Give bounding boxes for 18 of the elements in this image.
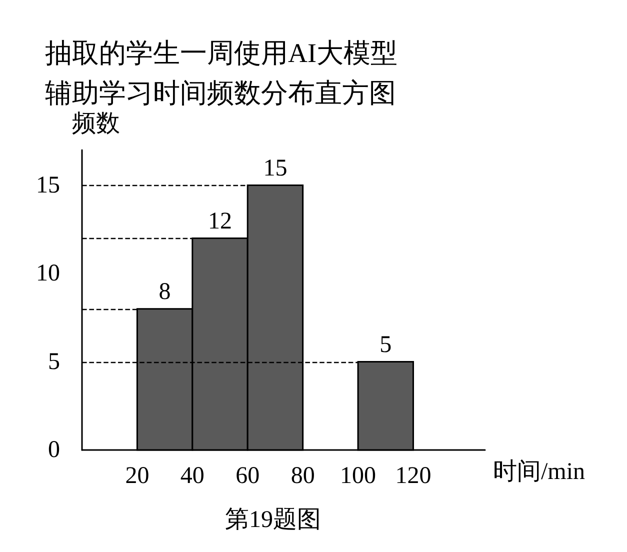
- x-tick-label: 60: [236, 463, 260, 489]
- data-label: 8: [158, 279, 171, 306]
- text: 第19题图: [225, 507, 321, 533]
- y-tick-label: 5: [48, 348, 60, 375]
- x-tick-label: 80: [290, 463, 315, 489]
- y-axis-title: 频数: [72, 111, 120, 137]
- x-tick-label: 100: [340, 463, 376, 489]
- x-tick-label: 40: [180, 463, 204, 489]
- y-tick-label: 10: [36, 260, 60, 287]
- data-label: 12: [208, 208, 232, 234]
- x-tick-label: 120: [395, 463, 432, 489]
- x-axis-title: 时间/min: [493, 459, 586, 485]
- data-label: 5: [380, 332, 392, 358]
- x-tick-label: 20: [125, 463, 150, 489]
- y-tick-label: 0: [48, 437, 60, 463]
- data-label: 15: [263, 156, 288, 182]
- chart-title: 抽取的学生一周使用AI大模型辅助学习时间频数分布直方图: [45, 38, 398, 108]
- y-tick-label: 15: [36, 172, 60, 198]
